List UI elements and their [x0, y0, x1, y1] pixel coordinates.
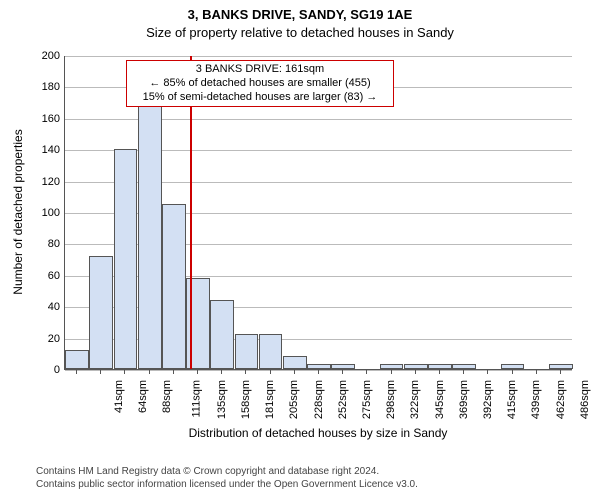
histogram-bar: [331, 364, 355, 369]
x-tick-label: 88sqm: [162, 380, 174, 413]
footer-line2: Contains public sector information licen…: [36, 479, 418, 492]
y-tick-label: 0: [30, 364, 60, 376]
x-tick-mark: [294, 370, 295, 374]
x-tick-label: 205sqm: [289, 380, 301, 419]
histogram-bar: [114, 149, 138, 369]
x-tick-mark: [512, 370, 513, 374]
y-tick-label: 40: [30, 301, 60, 313]
x-axis-label-text: Distribution of detached houses by size …: [189, 426, 448, 440]
y-tick-label: 160: [30, 113, 60, 125]
x-tick-mark: [415, 370, 416, 374]
callout-line2: ← 85% of detached houses are smaller (45…: [133, 77, 387, 91]
x-tick-label: 322sqm: [410, 380, 422, 419]
x-tick-label: 392sqm: [482, 380, 494, 419]
x-tick-label: 228sqm: [313, 380, 325, 419]
x-tick-label: 64sqm: [137, 380, 149, 413]
footer-text: Contains HM Land Registry data © Crown c…: [36, 466, 418, 491]
title-line2: Size of property relative to detached ho…: [146, 25, 454, 40]
x-tick-label: 181sqm: [264, 380, 276, 419]
histogram-bar: [138, 61, 162, 369]
histogram-bar: [307, 364, 331, 369]
x-tick-mark: [560, 370, 561, 374]
y-tick-label: 20: [30, 333, 60, 345]
callout-box: 3 BANKS DRIVE: 161sqm ← 85% of detached …: [126, 60, 394, 107]
x-tick-label: 41sqm: [113, 380, 125, 413]
x-tick-mark: [76, 370, 77, 374]
y-tick-label: 60: [30, 270, 60, 282]
x-tick-mark: [124, 370, 125, 374]
footer-line1: Contains HM Land Registry data © Crown c…: [36, 466, 418, 479]
x-tick-label: 415sqm: [506, 380, 518, 419]
x-tick-mark: [487, 370, 488, 374]
histogram-bar: [162, 204, 186, 369]
x-tick-label: 439sqm: [530, 380, 542, 419]
y-tick-label: 200: [30, 50, 60, 62]
x-axis-label: Distribution of detached houses by size …: [64, 426, 572, 440]
x-tick-label: 486sqm: [579, 380, 591, 419]
x-tick-label: 369sqm: [458, 380, 470, 419]
histogram-bar: [549, 364, 573, 369]
histogram-bar: [501, 364, 525, 369]
x-tick-mark: [391, 370, 392, 374]
y-tick-label: 140: [30, 144, 60, 156]
x-tick-label: 345sqm: [434, 380, 446, 419]
x-tick-label: 298sqm: [385, 380, 397, 419]
x-tick-label: 111sqm: [190, 380, 202, 418]
histogram-bar: [235, 334, 259, 369]
x-tick-mark: [221, 370, 222, 374]
title-line1: 3, BANKS DRIVE, SANDY, SG19 1AE: [188, 7, 413, 22]
y-tick-label: 120: [30, 176, 60, 188]
x-tick-mark: [149, 370, 150, 374]
x-tick-label: 275sqm: [361, 380, 373, 419]
x-tick-mark: [366, 370, 367, 374]
x-tick-mark: [245, 370, 246, 374]
x-tick-mark: [439, 370, 440, 374]
x-tick-mark: [536, 370, 537, 374]
histogram-bar: [404, 364, 428, 369]
callout-line3: 15% of semi-detached houses are larger (…: [133, 91, 387, 105]
chart-title: 3, BANKS DRIVE, SANDY, SG19 1AE: [0, 6, 600, 24]
y-axis-label: Number of detached properties: [11, 55, 25, 369]
histogram-bar: [259, 334, 283, 369]
histogram-bar: [428, 364, 452, 369]
x-tick-label: 252sqm: [337, 380, 349, 419]
y-tick-label: 80: [30, 238, 60, 250]
x-tick-label: 135sqm: [216, 380, 228, 419]
x-tick-label: 462sqm: [555, 380, 567, 419]
x-tick-mark: [342, 370, 343, 374]
callout-line1: 3 BANKS DRIVE: 161sqm: [133, 63, 387, 77]
x-tick-mark: [463, 370, 464, 374]
x-tick-mark: [318, 370, 319, 374]
histogram-bar: [89, 256, 113, 369]
x-tick-mark: [173, 370, 174, 374]
chart-subtitle: Size of property relative to detached ho…: [0, 24, 600, 42]
chart-container: { "title": { "line1": "3, BANKS DRIVE, S…: [0, 0, 600, 500]
x-tick-label: 158sqm: [240, 380, 252, 419]
x-tick-mark: [197, 370, 198, 374]
y-axis-label-text: Number of detached properties: [11, 129, 25, 294]
y-tick-label: 100: [30, 207, 60, 219]
x-tick-mark: [270, 370, 271, 374]
x-tick-mark: [100, 370, 101, 374]
histogram-bar: [210, 300, 234, 369]
histogram-bar: [65, 350, 89, 369]
histogram-bar: [380, 364, 404, 369]
histogram-bar: [283, 356, 307, 369]
histogram-bar: [452, 364, 476, 369]
y-tick-label: 180: [30, 81, 60, 93]
